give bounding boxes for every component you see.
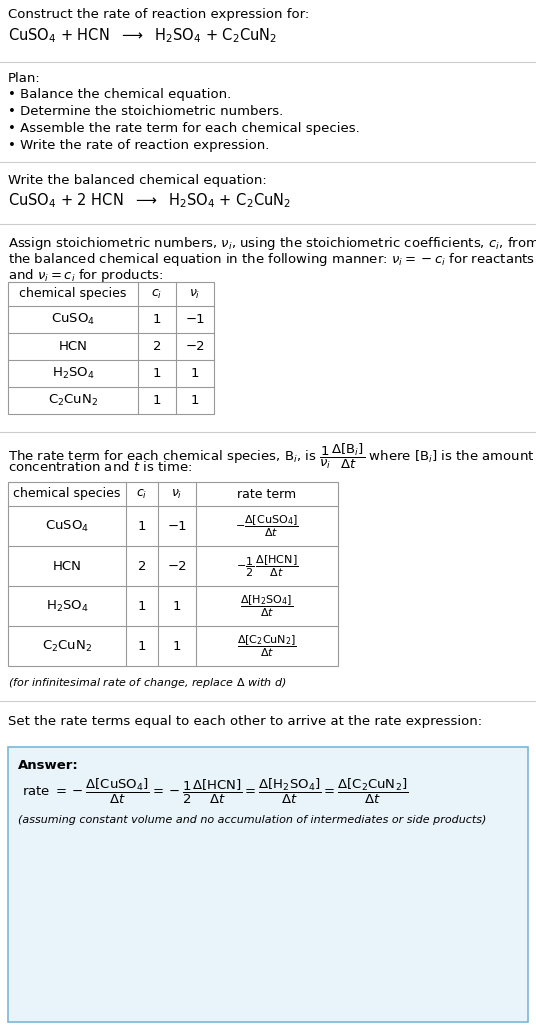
Text: 1: 1 — [191, 367, 199, 380]
Text: • Determine the stoichiometric numbers.: • Determine the stoichiometric numbers. — [8, 105, 283, 118]
Text: C$_2$CuN$_2$: C$_2$CuN$_2$ — [48, 393, 98, 408]
Text: $-\dfrac{\Delta[\mathrm{CuSO_4}]}{\Delta t}$: $-\dfrac{\Delta[\mathrm{CuSO_4}]}{\Delta… — [235, 513, 299, 539]
Text: HCN: HCN — [53, 559, 81, 573]
Text: Construct the rate of reaction expression for:: Construct the rate of reaction expressio… — [8, 8, 309, 21]
Text: Write the balanced chemical equation:: Write the balanced chemical equation: — [8, 174, 267, 187]
Text: • Assemble the rate term for each chemical species.: • Assemble the rate term for each chemic… — [8, 122, 360, 135]
Text: 1: 1 — [173, 599, 181, 613]
Text: concentration and $t$ is time:: concentration and $t$ is time: — [8, 460, 192, 474]
Text: CuSO$_4$: CuSO$_4$ — [45, 518, 89, 534]
Text: 1: 1 — [138, 599, 146, 613]
Text: and $\nu_i = c_i$ for products:: and $\nu_i = c_i$ for products: — [8, 267, 163, 284]
Text: $\nu_i$: $\nu_i$ — [189, 288, 200, 300]
Bar — [8, 282, 214, 414]
Text: 2: 2 — [153, 340, 161, 353]
Text: CuSO$_4$ + HCN  $\longrightarrow$  H$_2$SO$_4$ + C$_2$CuN$_2$: CuSO$_4$ + HCN $\longrightarrow$ H$_2$SO… — [8, 26, 277, 44]
Text: CuSO$_4$: CuSO$_4$ — [51, 311, 95, 327]
Text: −2: −2 — [185, 340, 205, 353]
Text: Assign stoichiometric numbers, $\nu_i$, using the stoichiometric coefficients, $: Assign stoichiometric numbers, $\nu_i$, … — [8, 235, 536, 252]
Text: • Write the rate of reaction expression.: • Write the rate of reaction expression. — [8, 139, 270, 152]
Text: Answer:: Answer: — [18, 759, 79, 772]
Text: chemical species: chemical species — [19, 288, 126, 300]
Text: −1: −1 — [185, 313, 205, 326]
Text: 1: 1 — [153, 367, 161, 380]
Text: rate $= -\dfrac{\Delta[\mathrm{CuSO_4}]}{\Delta t} = -\dfrac{1}{2}\dfrac{\Delta[: rate $= -\dfrac{\Delta[\mathrm{CuSO_4}]}… — [22, 777, 408, 806]
Text: $\nu_i$: $\nu_i$ — [172, 487, 183, 501]
Text: The rate term for each chemical species, B$_i$, is $\dfrac{1}{\nu_i}\dfrac{\Delt: The rate term for each chemical species,… — [8, 442, 534, 471]
Text: 1: 1 — [138, 519, 146, 533]
Text: Set the rate terms equal to each other to arrive at the rate expression:: Set the rate terms equal to each other t… — [8, 715, 482, 728]
Text: 1: 1 — [153, 394, 161, 407]
Text: C$_2$CuN$_2$: C$_2$CuN$_2$ — [42, 638, 92, 654]
Text: $-\dfrac{1}{2}\,\dfrac{\Delta[\mathrm{HCN}]}{\Delta t}$: $-\dfrac{1}{2}\,\dfrac{\Delta[\mathrm{HC… — [236, 553, 298, 579]
Text: 1: 1 — [138, 639, 146, 653]
Text: 1: 1 — [153, 313, 161, 326]
Bar — [8, 482, 338, 666]
Text: (for infinitesimal rate of change, replace $\Delta$ with $d$): (for infinitesimal rate of change, repla… — [8, 676, 287, 690]
Text: H$_2$SO$_4$: H$_2$SO$_4$ — [46, 598, 88, 614]
Text: −1: −1 — [167, 519, 187, 533]
Text: the balanced chemical equation in the following manner: $\nu_i = -c_i$ for react: the balanced chemical equation in the fo… — [8, 251, 535, 268]
Text: $\dfrac{\Delta[\mathrm{C_2CuN_2}]}{\Delta t}$: $\dfrac{\Delta[\mathrm{C_2CuN_2}]}{\Delt… — [237, 633, 297, 659]
Text: 1: 1 — [173, 639, 181, 653]
Text: (assuming constant volume and no accumulation of intermediates or side products): (assuming constant volume and no accumul… — [18, 815, 486, 825]
Text: $c_i$: $c_i$ — [136, 487, 147, 501]
Text: rate term: rate term — [237, 487, 296, 501]
Text: $\dfrac{\Delta[\mathrm{H_2SO_4}]}{\Delta t}$: $\dfrac{\Delta[\mathrm{H_2SO_4}]}{\Delta… — [241, 593, 294, 619]
Text: CuSO$_4$ + 2 HCN  $\longrightarrow$  H$_2$SO$_4$ + C$_2$CuN$_2$: CuSO$_4$ + 2 HCN $\longrightarrow$ H$_2$… — [8, 191, 291, 210]
Text: Plan:: Plan: — [8, 72, 41, 85]
Text: 1: 1 — [191, 394, 199, 407]
Text: chemical species: chemical species — [13, 487, 121, 501]
FancyBboxPatch shape — [8, 747, 528, 1022]
Text: H$_2$SO$_4$: H$_2$SO$_4$ — [51, 366, 94, 381]
Text: • Balance the chemical equation.: • Balance the chemical equation. — [8, 88, 231, 101]
Text: HCN: HCN — [58, 340, 87, 353]
Text: $c_i$: $c_i$ — [151, 288, 162, 300]
Text: 2: 2 — [138, 559, 146, 573]
Text: −2: −2 — [167, 559, 187, 573]
